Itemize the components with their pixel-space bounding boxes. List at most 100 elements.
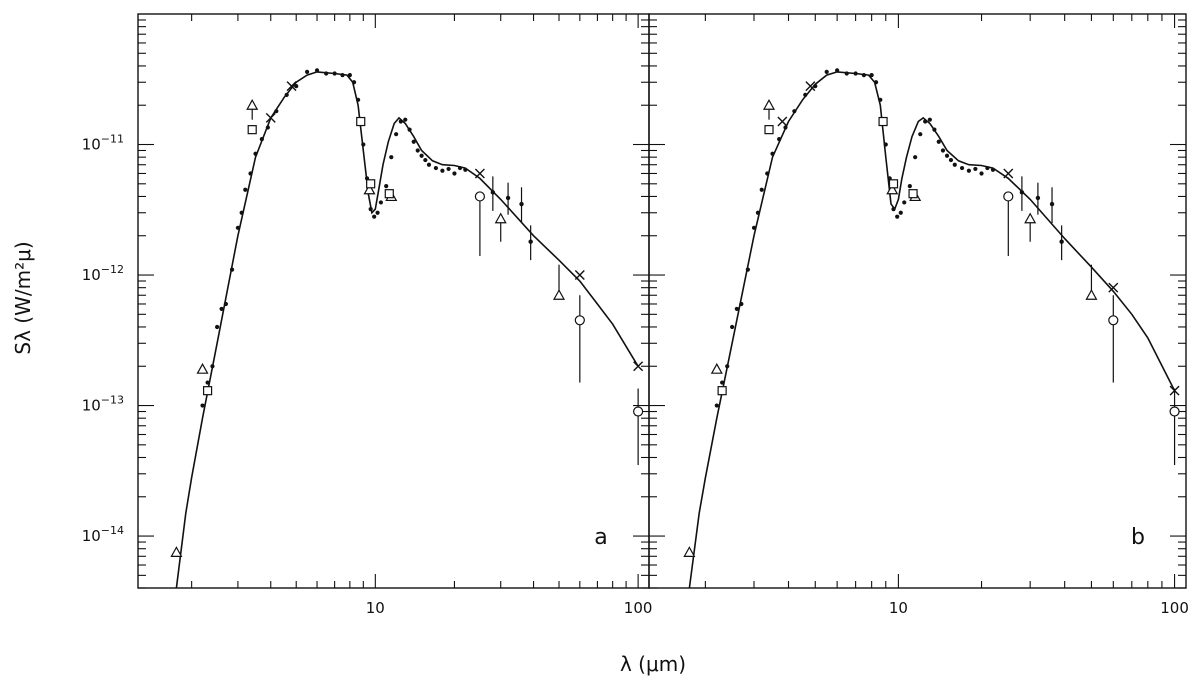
spectrum-point [446, 166, 451, 172]
error-point [519, 201, 524, 207]
cross-point [574, 270, 585, 281]
spectrum-point [730, 324, 735, 330]
square-point [764, 125, 774, 135]
triangle-point [886, 183, 899, 195]
spectrum-point [940, 148, 946, 153]
spectrum-point [440, 168, 445, 173]
spectrum-point [824, 69, 829, 75]
plot-area [170, 68, 644, 588]
spectrum-point [248, 171, 253, 176]
spectrum-point [284, 92, 289, 97]
spectrum-point [792, 109, 797, 114]
spectrum-point [813, 84, 818, 89]
spectrum-point [777, 137, 782, 142]
y-tick-label: 10−11 [82, 133, 124, 154]
spectrum-point [770, 151, 775, 156]
spectrum-point [340, 73, 345, 78]
spectrum-point [878, 97, 883, 102]
plot-frame [648, 13, 1187, 589]
spectrum-point [433, 165, 438, 171]
spectrum-point [324, 71, 329, 76]
error-point [505, 195, 511, 201]
spectrum-point [356, 97, 361, 102]
spectrum-point [200, 403, 205, 408]
spectrum-point [368, 207, 373, 212]
spectrum-point [783, 125, 788, 130]
spectrum-point [229, 267, 235, 272]
spectrum-point [235, 225, 241, 230]
cross-point [777, 116, 788, 127]
cross-point [474, 168, 485, 179]
error-point [1035, 195, 1041, 201]
cross-point [805, 81, 816, 92]
spectrum-point [936, 139, 941, 144]
spectrum-point [714, 403, 719, 408]
error-point [1049, 201, 1055, 207]
spectrum-point [372, 214, 377, 219]
square-point [717, 386, 727, 396]
spectrum-point [835, 68, 840, 73]
spectrum-point [210, 364, 215, 369]
spectrum-point [755, 210, 761, 215]
triangle-point [1085, 289, 1098, 300]
spectrum-point [765, 171, 770, 176]
triangle-point [246, 98, 259, 110]
spectrum-point [898, 210, 903, 215]
y-tick-label: 10−13 [82, 394, 124, 415]
spectrum-point [253, 151, 258, 156]
spectrum-point [745, 267, 750, 272]
triangle-point [170, 546, 183, 557]
model-curve [688, 71, 1176, 588]
spectrum-point [426, 162, 432, 167]
spectrum-point [457, 165, 463, 171]
triangle-point [196, 362, 209, 374]
spectrum-point [347, 73, 352, 78]
spectrum-point [304, 69, 310, 75]
y-tick-label: 10−14 [82, 524, 124, 545]
spectrum-point [415, 148, 420, 153]
spectrum-point [389, 155, 394, 160]
error-point [490, 190, 496, 195]
spectrum-point [853, 71, 858, 76]
spectrum-point [907, 184, 912, 189]
spectrum-point [902, 200, 907, 205]
spectrum-point [932, 127, 937, 132]
square-point [247, 125, 257, 135]
triangle-point [494, 212, 507, 224]
triangle-point [552, 289, 566, 300]
spectrum-point [720, 380, 725, 385]
plot-area [683, 68, 1180, 588]
y-axis-title-text: Sλ (W/m²μ) [11, 241, 35, 354]
spectrum-point [725, 364, 730, 369]
spectrum-point [243, 187, 248, 192]
spectrum-point [407, 127, 412, 132]
spectrum-point [215, 324, 220, 330]
spectrum-point [739, 301, 744, 307]
cross-point [633, 361, 644, 372]
y-tick-label: 10−12 [82, 263, 124, 284]
cross-point [286, 81, 297, 92]
spectrum-point [990, 167, 996, 172]
panel-b: 10 100 b [648, 13, 1189, 617]
spectrum-point [394, 132, 399, 137]
spectrum-point [332, 71, 337, 76]
spectrum-point [361, 142, 366, 147]
spectrum-point [844, 71, 849, 76]
x-tick-label: 10 [366, 599, 385, 617]
spectrum-point [314, 68, 320, 73]
spectrum-point [351, 80, 357, 85]
spectrum-point [923, 119, 928, 124]
spectrum-point [403, 117, 408, 122]
spectrum-point [952, 162, 957, 167]
circle-point [1108, 315, 1119, 326]
spectrum-point [452, 171, 457, 176]
spectrum-point [861, 73, 866, 78]
spectrum-point [913, 155, 918, 160]
circle-point [1003, 191, 1014, 202]
circle-point [1169, 406, 1180, 417]
spectrum-point [985, 165, 990, 171]
spectrum-point [944, 153, 950, 158]
spectrum-point [294, 84, 299, 89]
spectrum-point [979, 171, 984, 176]
spectrum-point [398, 119, 403, 124]
